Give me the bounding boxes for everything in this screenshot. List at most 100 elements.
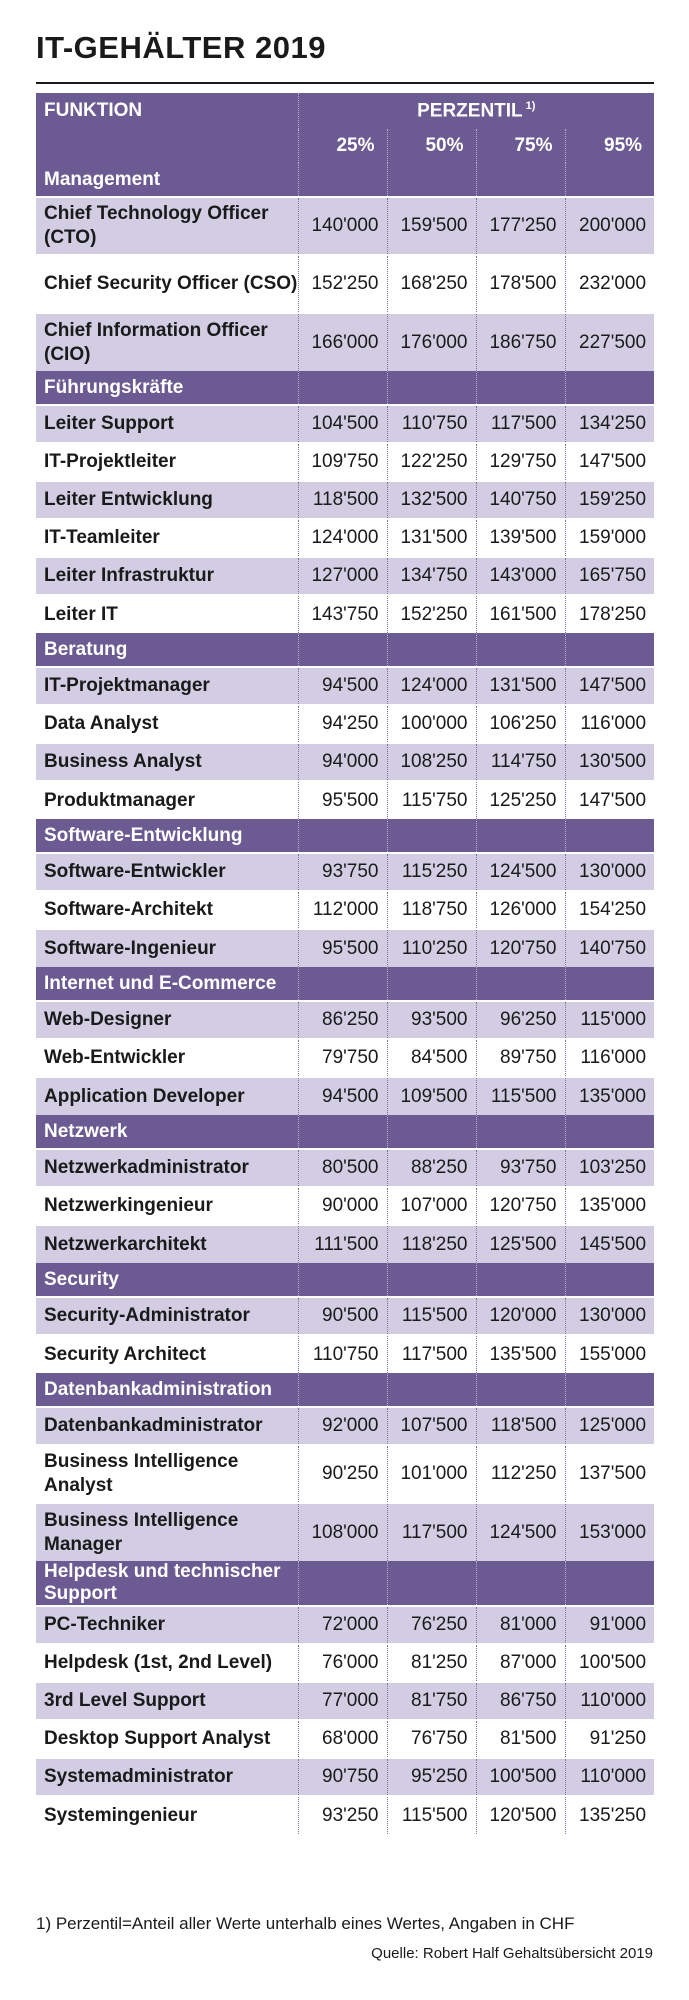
value-p25: 94'000 xyxy=(297,742,387,781)
category-spacer xyxy=(297,633,387,667)
column-header-p50: 50% xyxy=(386,129,476,163)
value-p95: 130'500 xyxy=(564,742,655,781)
function-cell: Chief Security Officer (CSO) xyxy=(36,254,298,313)
category-row: Beratung xyxy=(36,633,655,667)
category-label: Security xyxy=(36,1263,298,1297)
value-p75: 125'500 xyxy=(475,1224,565,1263)
value-p25: 86'250 xyxy=(297,1000,387,1039)
value-p25: 109'750 xyxy=(297,442,387,481)
value-p75: 120'750 xyxy=(475,928,565,967)
table-row: PC-Techniker 72'000 76'250 81'000 91'000 xyxy=(36,1605,655,1644)
table-row: Business Analyst 94'000 108'250 114'750 130'… xyxy=(36,742,655,781)
function-cell: Web-Entwickler xyxy=(36,1038,298,1077)
table-row: Data Analyst 94'250 100'000 106'250 116'000 xyxy=(36,704,655,743)
value-p75: 120'500 xyxy=(475,1795,565,1834)
category-spacer xyxy=(564,633,655,667)
table-row: IT-Teamleiter 124'000 131'500 139'500 159'00… xyxy=(36,518,655,557)
value-p25: 152'250 xyxy=(297,254,387,313)
category-spacer xyxy=(297,1263,387,1297)
value-p25: 93'250 xyxy=(297,1795,387,1834)
value-p75: 114'750 xyxy=(475,742,565,781)
value-p75: 100'500 xyxy=(475,1757,565,1796)
function-cell: PC-Techniker xyxy=(36,1605,298,1644)
table-row: Chief Technology Officer (CTO) 140'000 159… xyxy=(36,196,655,255)
category-spacer xyxy=(386,1373,476,1407)
value-p25: 118'500 xyxy=(297,480,387,519)
category-label: Software-Entwicklung xyxy=(36,819,298,853)
value-p25: 127'000 xyxy=(297,556,387,595)
value-p75: 139'500 xyxy=(475,518,565,557)
table-row: Netzwerkadministrator 80'500 88'250 93'750 1… xyxy=(36,1148,655,1187)
table-row: Security Architect 110'750 117'500 135'500 1… xyxy=(36,1334,655,1373)
value-p95: 147'500 xyxy=(564,666,655,705)
table-row: Helpdesk (1st, 2nd Level) 76'000 81'250 87'… xyxy=(36,1643,655,1682)
value-p95: 145'500 xyxy=(564,1224,655,1263)
category-label: Management xyxy=(36,163,298,197)
value-p25: 76'000 xyxy=(297,1643,387,1682)
value-p25: 110'750 xyxy=(297,1334,387,1373)
value-p50: 132'500 xyxy=(386,480,476,519)
salary-table: FUNKTION PERZENTIL 1) 25% 50% 75% 95% Man… xyxy=(36,93,655,1834)
value-p75: 81'500 xyxy=(475,1719,565,1758)
category-spacer xyxy=(564,1263,655,1297)
value-p75: 126'000 xyxy=(475,890,565,929)
table-row: Datenbankadministrator 92'000 107'500 118'5… xyxy=(36,1406,655,1445)
value-p25: 92'000 xyxy=(297,1406,387,1445)
value-p75: 112'250 xyxy=(475,1444,565,1503)
category-spacer xyxy=(564,967,655,1001)
value-p75: 93'750 xyxy=(475,1148,565,1187)
function-cell: IT-Projektmanager xyxy=(36,666,298,705)
category-spacer xyxy=(475,371,565,405)
value-p50: 122'250 xyxy=(386,442,476,481)
value-p25: 143'750 xyxy=(297,594,387,633)
category-label: Beratung xyxy=(36,633,298,667)
table-row: Software-Entwickler 93'750 115'250 124'500 1… xyxy=(36,852,655,891)
category-spacer xyxy=(564,371,655,405)
category-spacer xyxy=(475,1373,565,1407)
value-p95: 159'000 xyxy=(564,518,655,557)
value-p25: 68'000 xyxy=(297,1719,387,1758)
value-p95: 135'000 xyxy=(564,1076,655,1115)
value-p25: 124'000 xyxy=(297,518,387,557)
value-p25: 95'500 xyxy=(297,780,387,819)
category-row: Software-Entwicklung xyxy=(36,819,655,853)
column-header-p75: 75% xyxy=(475,129,565,163)
value-p50: 76'750 xyxy=(386,1719,476,1758)
value-p95: 154'250 xyxy=(564,890,655,929)
category-spacer xyxy=(564,1115,655,1149)
category-label: Datenbankadministration xyxy=(36,1373,298,1407)
value-p95: 130'000 xyxy=(564,852,655,891)
function-cell: Chief Technology Officer (CTO) xyxy=(36,196,298,255)
value-p25: 94'250 xyxy=(297,704,387,743)
table-row: Leiter IT 143'750 152'250 161'500 178'250 xyxy=(36,594,655,633)
value-p25: 104'500 xyxy=(297,404,387,443)
function-cell: Chief Information Officer (CIO) xyxy=(36,312,298,371)
category-spacer xyxy=(297,819,387,853)
value-p75: 89'750 xyxy=(475,1038,565,1077)
table-row: Desktop Support Analyst 68'000 76'750 81'50… xyxy=(36,1719,655,1758)
value-p75: 178'500 xyxy=(475,254,565,313)
value-p50: 100'000 xyxy=(386,704,476,743)
table-row: Leiter Support 104'500 110'750 117'500 134'2… xyxy=(36,404,655,443)
footnote-mark: 1) xyxy=(525,99,536,112)
value-p95: 140'750 xyxy=(564,928,655,967)
page-title: IT-GEHÄLTER 2019 xyxy=(36,30,326,65)
value-p25: 79'750 xyxy=(297,1038,387,1077)
value-p25: 90'500 xyxy=(297,1296,387,1335)
category-spacer xyxy=(475,967,565,1001)
table-row: Software-Architekt 112'000 118'750 126'000 1… xyxy=(36,890,655,929)
category-spacer xyxy=(386,1561,476,1606)
value-p95: 165'750 xyxy=(564,556,655,595)
value-p50: 117'500 xyxy=(386,1502,476,1561)
value-p50: 110'250 xyxy=(386,928,476,967)
value-p25: 166'000 xyxy=(297,312,387,371)
value-p25: 90'750 xyxy=(297,1757,387,1796)
category-row: Führungskräfte xyxy=(36,371,655,405)
value-p50: 81'250 xyxy=(386,1643,476,1682)
value-p75: 118'500 xyxy=(475,1406,565,1445)
function-cell: Software-Entwickler xyxy=(36,852,298,891)
value-p25: 95'500 xyxy=(297,928,387,967)
column-header-p25: 25% xyxy=(297,129,387,163)
value-p95: 125'000 xyxy=(564,1406,655,1445)
